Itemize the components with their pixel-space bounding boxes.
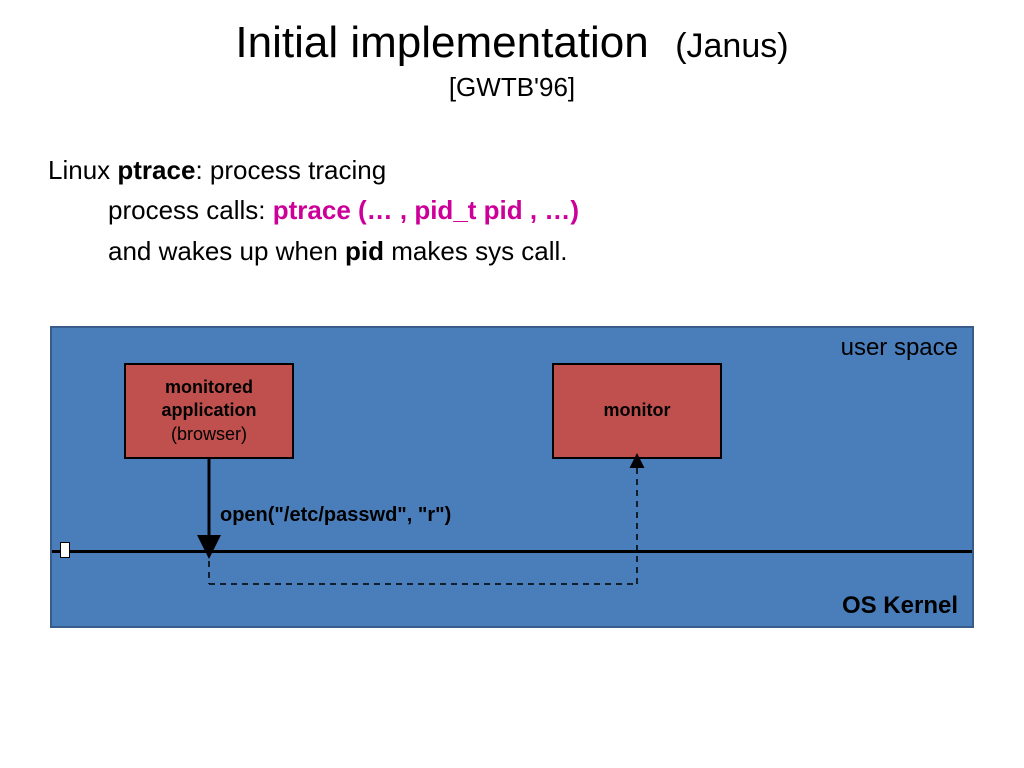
diagram-container: user space OS Kernel monitored applicati… xyxy=(50,326,974,628)
citation: [GWTB'96] xyxy=(0,72,1024,103)
box-app-line2: application xyxy=(161,399,256,422)
monitor-box: monitor xyxy=(552,363,722,459)
box-app-line3: (browser) xyxy=(171,423,247,446)
os-kernel-label: OS Kernel xyxy=(842,592,958,620)
line1: Linux ptrace: process tracing xyxy=(48,150,579,190)
line3: and wakes up when pid makes sys call. xyxy=(108,231,579,271)
title-area: Initial implementation (Janus) [GWTB'96] xyxy=(0,0,1024,103)
monitored-app-box: monitored application (browser) xyxy=(124,363,294,459)
line2: process calls: ptrace (… , pid_t pid , …… xyxy=(108,190,579,230)
box-app-line1: monitored xyxy=(165,376,253,399)
main-title: Initial implementation xyxy=(235,18,648,67)
divider-tick xyxy=(60,542,70,558)
subtitle: (Janus) xyxy=(675,27,788,65)
open-call-label: open("/etc/passwd", "r") xyxy=(220,504,451,527)
kernel-divider-line xyxy=(52,550,972,553)
body-text: Linux ptrace: process tracing process ca… xyxy=(48,150,579,271)
box-monitor-label: monitor xyxy=(604,399,671,422)
user-space-label: user space xyxy=(841,334,958,362)
